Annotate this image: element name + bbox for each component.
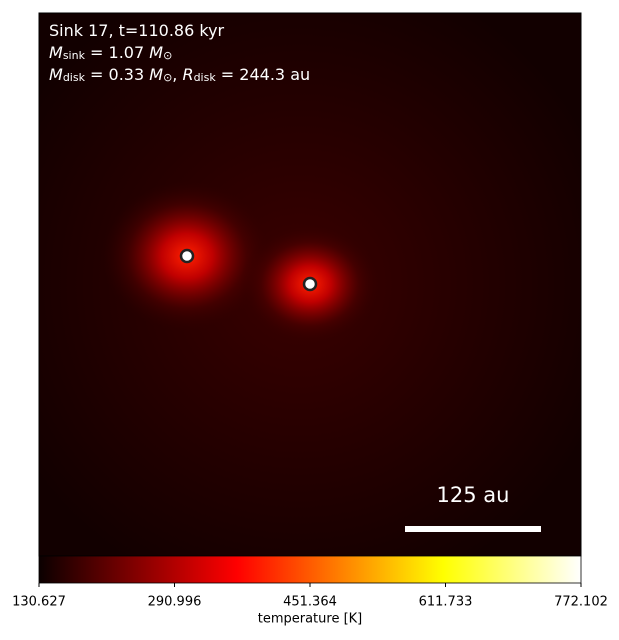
annotation-segment: disk: [194, 71, 217, 84]
annotation-segment: ⊙: [163, 49, 172, 62]
annotation-line: Mdisk = 0.33 M⊙, Rdisk = 244.3 au: [49, 65, 310, 85]
annotation-segment: M: [149, 65, 163, 84]
colorbar: [38, 555, 582, 584]
sink: [179, 248, 195, 264]
annotation-segment: M: [49, 65, 63, 84]
annotation-segment: = 244.3 au: [216, 65, 310, 84]
annotation-segment: M: [149, 43, 163, 62]
annotation-segment: = 0.33: [85, 65, 149, 84]
annotation-segment: ⊙: [163, 71, 172, 84]
tick-label: 290.996: [148, 595, 202, 610]
scale-bar-label: 125 au: [437, 483, 510, 507]
tick-label: 451.364: [283, 595, 337, 610]
annotation-line: Msink = 1.07 M⊙: [49, 43, 172, 63]
tick-label: 772.102: [554, 595, 608, 610]
annotation-segment: = 1.07: [85, 43, 149, 62]
tick-label: 611.733: [419, 595, 473, 610]
tick-label: 130.627: [12, 595, 66, 610]
annotation-line: Sink 17, t=110.86 kyr: [49, 21, 225, 40]
annotation-segment: ,: [172, 65, 182, 84]
annotation-segment: sink: [63, 49, 86, 62]
sink: [302, 276, 318, 292]
annotation-segment: disk: [63, 71, 86, 84]
annotation-segment: M: [49, 43, 63, 62]
colorbar-label: temperature [K]: [258, 612, 363, 627]
annotation-segment: R: [182, 65, 193, 84]
annotation-segment: Sink 17, t=110.86 kyr: [49, 21, 225, 40]
scale-bar: [405, 526, 541, 532]
